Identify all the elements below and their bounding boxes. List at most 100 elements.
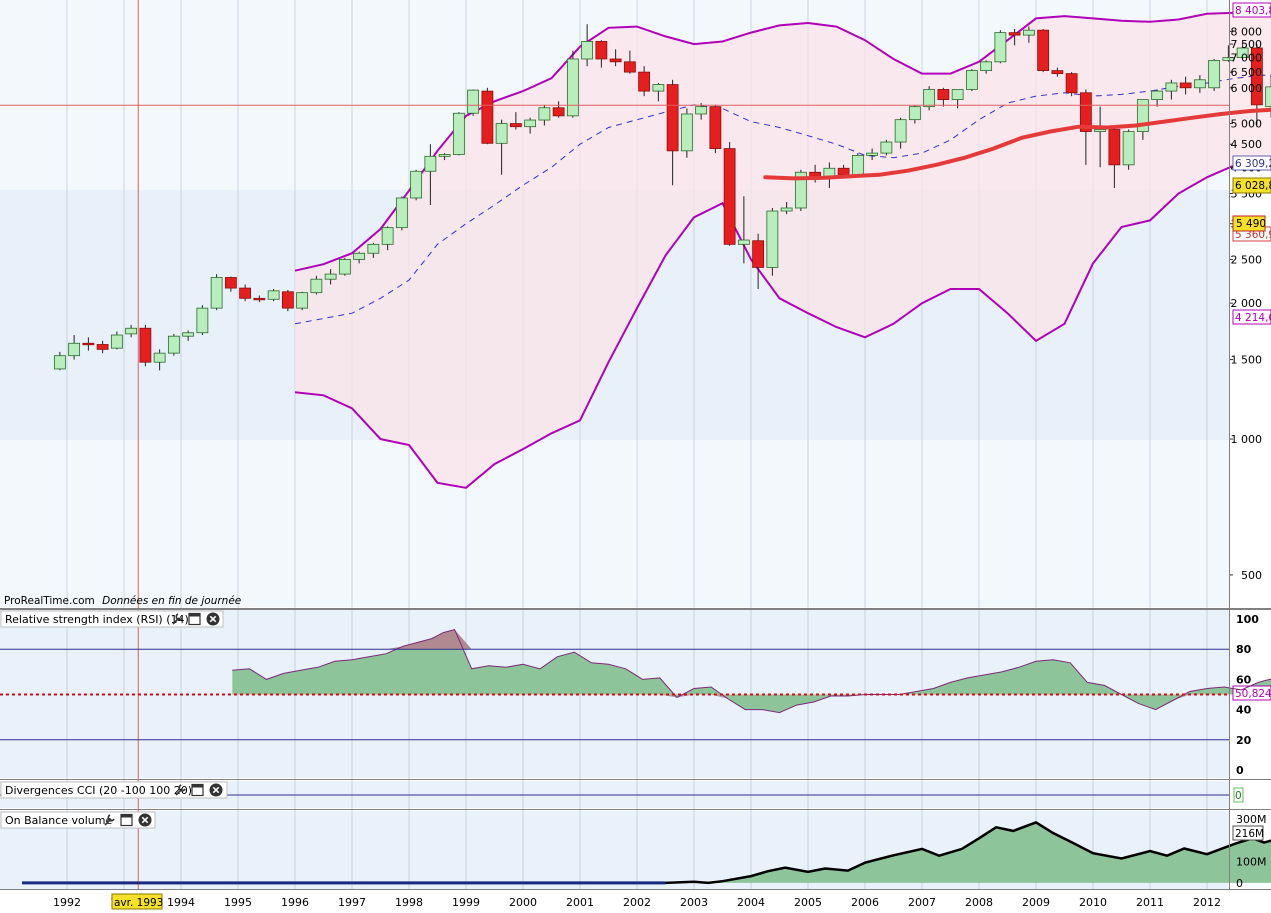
candle-body-up xyxy=(310,278,323,294)
obv-value-text: 216M xyxy=(1235,828,1264,840)
candle xyxy=(1193,75,1206,93)
rsi-title: Relative strength index (RSI) (14) xyxy=(5,613,189,626)
candle xyxy=(538,104,551,126)
obv-panel: 300M 100M 0 216M xyxy=(22,813,1271,890)
candle-body-down xyxy=(481,90,494,144)
candle-body-down xyxy=(224,277,237,289)
candle-body-up xyxy=(68,342,81,357)
candle xyxy=(196,305,209,336)
candle xyxy=(880,139,893,156)
candle xyxy=(524,117,537,134)
candle xyxy=(253,295,266,303)
candle-body-down xyxy=(1108,129,1121,166)
obv-header: On Balance volume xyxy=(0,811,156,829)
candle-body-up xyxy=(1222,57,1235,61)
obv-close-icon[interactable] xyxy=(138,813,152,827)
candle-body-up xyxy=(566,58,579,117)
candle xyxy=(780,202,793,215)
candle xyxy=(552,101,565,118)
candle-body-down xyxy=(281,291,294,309)
candle-body-up xyxy=(780,207,793,212)
candle xyxy=(182,330,195,341)
candle xyxy=(1179,76,1192,95)
price-tag-close: 6 028,8 xyxy=(1232,177,1271,194)
candle-body-down xyxy=(239,287,252,299)
candle xyxy=(980,60,993,74)
y-tick-label: 1 000 xyxy=(1231,433,1263,446)
rsi-tick-label: 40 xyxy=(1236,704,1252,717)
candle xyxy=(224,276,237,292)
rsi-value-text: 50,824 xyxy=(1235,688,1271,700)
candle xyxy=(495,119,508,175)
candle-body-up xyxy=(737,239,750,245)
candle xyxy=(68,335,81,360)
candle xyxy=(652,82,665,102)
rsi-window-icon[interactable] xyxy=(188,612,201,626)
bollinger-middle-line xyxy=(294,74,1271,325)
obv-value-tag xyxy=(1232,825,1264,841)
price-tag-middle-band: 6 309,2 xyxy=(1232,155,1271,171)
candle-body-up xyxy=(524,119,537,128)
candle-body-up xyxy=(353,252,366,260)
cci-wrench-icon[interactable] xyxy=(175,784,186,796)
candle-body-up xyxy=(1022,29,1035,36)
obv-line xyxy=(67,821,1271,885)
candle-body-up xyxy=(581,41,594,60)
candle xyxy=(1051,67,1064,77)
x-tick-label: 1992 xyxy=(53,896,81,909)
candle-body-up xyxy=(495,123,508,144)
candle-body-up xyxy=(652,84,665,92)
candle xyxy=(794,169,807,212)
candle xyxy=(1136,99,1149,140)
candle xyxy=(752,233,765,289)
candle xyxy=(595,40,608,68)
obv-window-icon[interactable] xyxy=(120,813,133,827)
x-tick-label: 2008 xyxy=(965,896,993,909)
credit-text: ProRealTime.com Données en fin de journé… xyxy=(4,595,241,607)
candle xyxy=(1065,72,1078,97)
rsi-above-80-fill xyxy=(232,629,1271,650)
candle xyxy=(509,112,522,130)
obv-tick-label: 100M xyxy=(1236,856,1267,869)
x-tick-label: 2009 xyxy=(1022,896,1050,909)
rsi-wrench-icon[interactable] xyxy=(172,613,183,625)
candle xyxy=(153,349,166,371)
candle xyxy=(395,196,408,231)
candle xyxy=(965,69,978,92)
candle-body-up xyxy=(1151,90,1164,100)
candle xyxy=(1037,28,1050,73)
rsi-area-fill xyxy=(232,629,1271,713)
y-tick-label: 7 000 xyxy=(1231,52,1263,65)
candle xyxy=(167,333,180,356)
candle xyxy=(1208,58,1221,92)
candle-body-up xyxy=(951,89,964,100)
candle xyxy=(96,340,109,354)
y-tick-label: 8 000 xyxy=(1231,25,1263,38)
candle xyxy=(125,324,138,338)
candle xyxy=(737,196,750,264)
candle-body-up xyxy=(908,106,921,121)
x-tick-label: 1997 xyxy=(338,896,366,909)
obv-tick-label: 300M xyxy=(1236,813,1267,826)
candle-body-up xyxy=(1122,131,1135,166)
candle xyxy=(367,242,380,258)
candle-body-up xyxy=(880,141,893,154)
rsi-close-icon[interactable] xyxy=(206,612,220,626)
obv-wrench-icon[interactable] xyxy=(104,814,115,826)
candle xyxy=(638,66,651,97)
cci-close-icon[interactable] xyxy=(209,783,223,797)
candlestick-series xyxy=(53,24,1271,371)
x-tick-label: 1999 xyxy=(452,896,480,909)
candle xyxy=(324,269,337,285)
price-tag-upper-band-text: 8 403,8 xyxy=(1235,5,1271,17)
candle-body-up xyxy=(424,155,437,172)
candle-body-down xyxy=(1037,29,1050,72)
candle-body-down xyxy=(752,240,765,268)
candle xyxy=(908,104,921,124)
x-tick-label: 1996 xyxy=(281,896,309,909)
x-tick-label: 1994 xyxy=(167,896,195,909)
candle-body-down xyxy=(1008,32,1021,36)
candle-body-down xyxy=(709,106,722,149)
cci-window-icon[interactable] xyxy=(191,783,204,797)
